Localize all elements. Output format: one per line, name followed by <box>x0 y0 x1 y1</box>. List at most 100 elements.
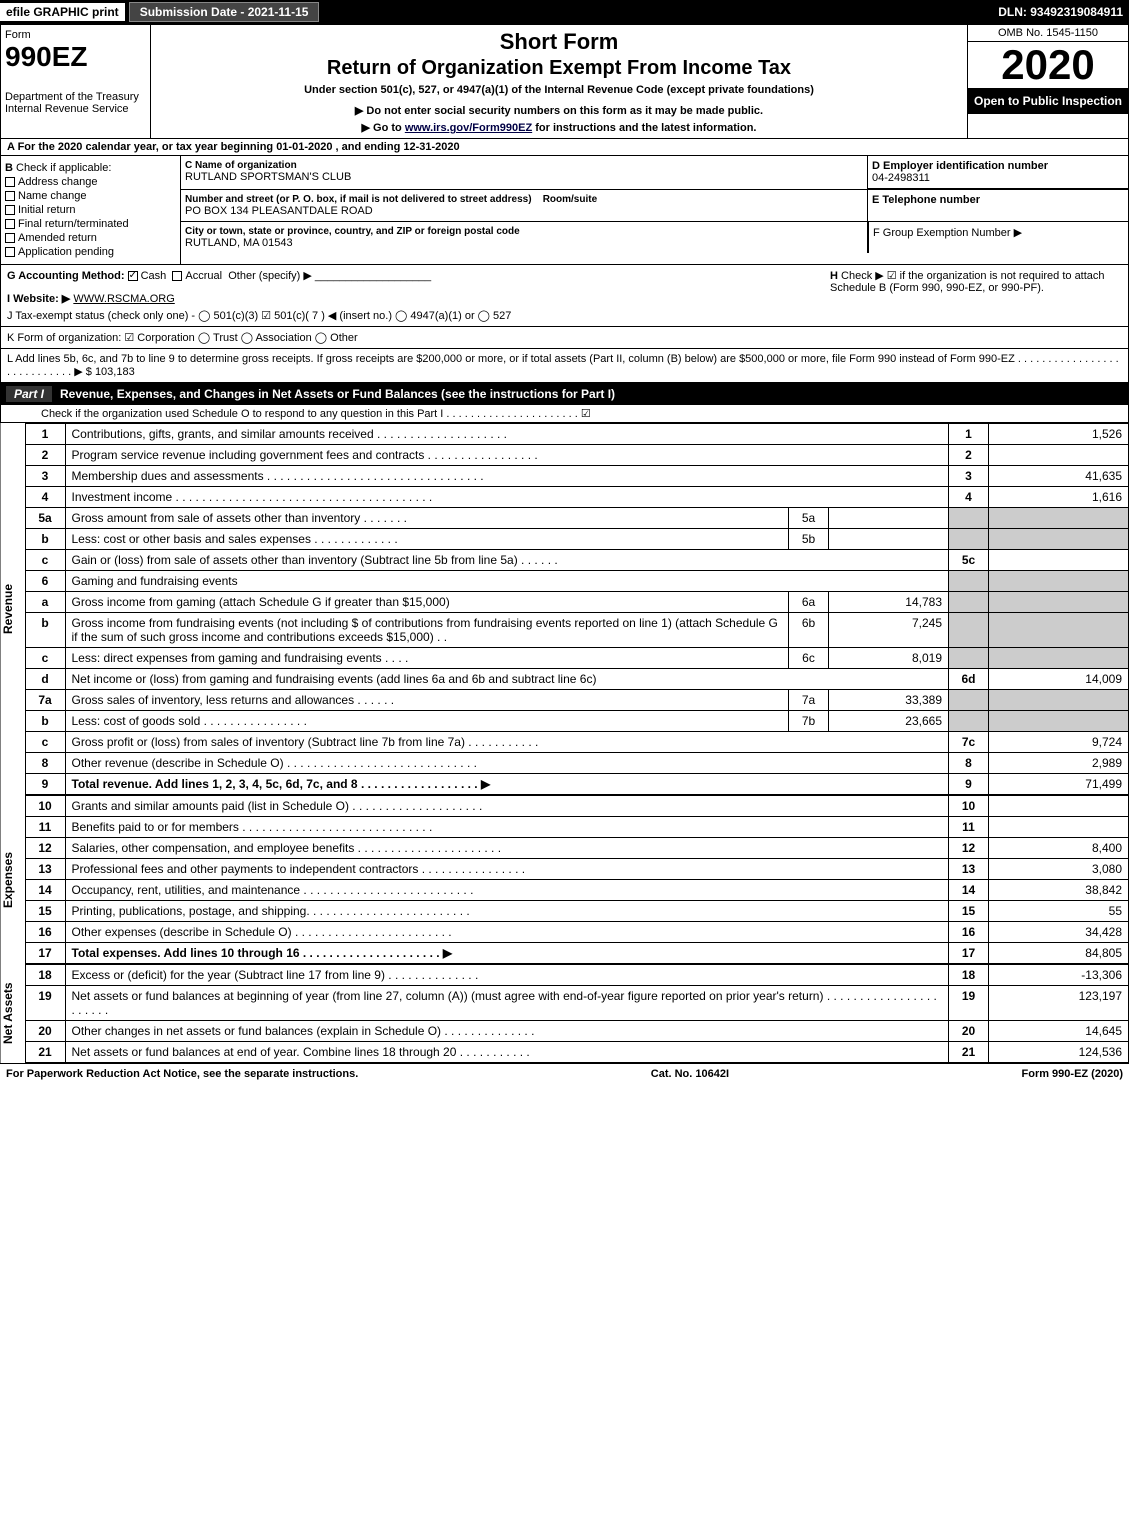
org-name: RUTLAND SPORTSMAN'S CLUB <box>185 171 863 183</box>
revenue-label: Revenue <box>1 423 25 795</box>
other-label: Other (specify) ▶ <box>228 270 312 282</box>
revenue-table: 1Contributions, gifts, grants, and simil… <box>25 423 1129 795</box>
footer: For Paperwork Reduction Act Notice, see … <box>0 1063 1129 1084</box>
line-row: 13Professional fees and other payments t… <box>25 859 1129 880</box>
line-row: 7aGross sales of inventory, less returns… <box>25 690 1129 711</box>
line-row: 18Excess or (deficit) for the year (Subt… <box>25 965 1129 986</box>
line-row: 14Occupancy, rent, utilities, and mainte… <box>25 880 1129 901</box>
city: RUTLAND, MA 01543 <box>185 237 863 249</box>
line-row: 6Gaming and fundraising events <box>25 571 1129 592</box>
section-b: B Check if applicable: Address change Na… <box>1 156 181 264</box>
form-label: Form <box>5 29 146 41</box>
netassets-label: Net Assets <box>1 964 25 1063</box>
d-label: D Employer identification number <box>872 160 1124 172</box>
section-c-city: City or town, state or province, country… <box>181 222 868 253</box>
opt-final-return[interactable]: Final return/terminated <box>5 218 176 230</box>
row-l-value: $ 103,183 <box>86 366 135 378</box>
row-l: L Add lines 5b, 6c, and 7b to line 9 to … <box>0 349 1129 383</box>
form-number: 990EZ <box>5 41 146 73</box>
line-row: aGross income from gaming (attach Schedu… <box>25 592 1129 613</box>
part1-sub: Check if the organization used Schedule … <box>0 405 1129 423</box>
accrual-label: Accrual <box>185 270 222 282</box>
section-c-street: Number and street (or P. O. box, if mail… <box>181 190 868 221</box>
part1-header: Part I Revenue, Expenses, and Changes in… <box>0 383 1129 405</box>
row-j: J Tax-exempt status (check only one) - ◯… <box>7 309 822 322</box>
street-label: Number and street (or P. O. box, if mail… <box>185 194 532 205</box>
efile-label[interactable]: efile GRAPHIC print <box>0 3 125 21</box>
room-label: Room/suite <box>543 194 597 205</box>
ssn-note: ▶ Do not enter social security numbers o… <box>155 104 963 117</box>
row-a-tax-year: A For the 2020 calendar year, or tax yea… <box>0 139 1129 156</box>
line-row: bLess: cost of goods sold . . . . . . . … <box>25 711 1129 732</box>
netassets-section: Net Assets 18Excess or (deficit) for the… <box>0 964 1129 1063</box>
cash-checkbox-icon[interactable] <box>128 271 138 281</box>
line-row: 9Total revenue. Add lines 1, 2, 3, 4, 5c… <box>25 774 1129 795</box>
website[interactable]: WWW.RSCMA.ORG <box>73 293 174 305</box>
tax-year: 2020 <box>968 42 1128 88</box>
opt-name-change[interactable]: Name change <box>5 190 176 202</box>
section-f: F Group Exemption Number ▶ <box>868 222 1128 253</box>
subtitle: Under section 501(c), 527, or 4947(a)(1)… <box>155 84 963 96</box>
row-l-text: L Add lines 5b, 6c, and 7b to line 9 to … <box>7 353 1119 378</box>
row-k: K Form of organization: ☑ Corporation ◯ … <box>0 327 1129 349</box>
h-text: Check ▶ ☑ if the organization is not req… <box>830 270 1105 294</box>
line-row: 20Other changes in net assets or fund ba… <box>25 1021 1129 1042</box>
expenses-label: Expenses <box>1 795 25 964</box>
opt-amended-return[interactable]: Amended return <box>5 232 176 244</box>
line-row: bLess: cost or other basis and sales exp… <box>25 529 1129 550</box>
line-row: 12Salaries, other compensation, and empl… <box>25 838 1129 859</box>
street: PO BOX 134 PLEASANTDALE ROAD <box>185 205 863 217</box>
header-center: Short Form Return of Organization Exempt… <box>151 25 968 138</box>
goto-pre: ▶ Go to <box>362 122 405 134</box>
line-row: 11Benefits paid to or for members . . . … <box>25 817 1129 838</box>
expenses-section: Expenses 10Grants and similar amounts pa… <box>0 795 1129 964</box>
goto-post: for instructions and the latest informat… <box>532 122 756 134</box>
line-row: 5aGross amount from sale of assets other… <box>25 508 1129 529</box>
b-check-label: Check if applicable: <box>16 162 111 174</box>
line-row: 10Grants and similar amounts paid (list … <box>25 796 1129 817</box>
section-bcdef: B Check if applicable: Address change Na… <box>0 156 1129 265</box>
department: Department of the Treasury Internal Reve… <box>5 91 146 115</box>
opt-initial-return[interactable]: Initial return <box>5 204 176 216</box>
line-row: 19Net assets or fund balances at beginni… <box>25 986 1129 1021</box>
irs-link[interactable]: www.irs.gov/Form990EZ <box>405 122 532 134</box>
submission-date: Submission Date - 2021-11-15 <box>129 2 320 22</box>
g-label: G Accounting Method: <box>7 270 125 282</box>
section-cde: C Name of organization RUTLAND SPORTSMAN… <box>181 156 1128 264</box>
footer-mid: Cat. No. 10642I <box>651 1068 729 1080</box>
ein: 04-2498311 <box>872 172 1124 184</box>
header-left: Form 990EZ Department of the Treasury In… <box>1 25 151 138</box>
title-return: Return of Organization Exempt From Incom… <box>155 57 963 80</box>
line-row: bGross income from fundraising events (n… <box>25 613 1129 648</box>
expenses-table: 10Grants and similar amounts paid (list … <box>25 795 1129 964</box>
line-row: cLess: direct expenses from gaming and f… <box>25 648 1129 669</box>
form-header: Form 990EZ Department of the Treasury In… <box>0 24 1129 139</box>
section-d: D Employer identification number 04-2498… <box>868 156 1128 189</box>
omb-number: OMB No. 1545-1150 <box>968 25 1128 42</box>
footer-left: For Paperwork Reduction Act Notice, see … <box>6 1068 358 1080</box>
e-label: E Telephone number <box>868 190 1128 210</box>
revenue-section: Revenue 1Contributions, gifts, grants, a… <box>0 423 1129 795</box>
c-name-label: C Name of organization <box>185 160 863 171</box>
goto-note: ▶ Go to www.irs.gov/Form990EZ for instru… <box>155 121 963 134</box>
line-row: cGain or (loss) from sale of assets othe… <box>25 550 1129 571</box>
public-inspection: Open to Public Inspection <box>968 88 1128 114</box>
part1-tag: Part I <box>6 386 52 402</box>
line-row: 2Program service revenue including gover… <box>25 445 1129 466</box>
line-row: cGross profit or (loss) from sales of in… <box>25 732 1129 753</box>
i-label: I Website: ▶ <box>7 293 70 305</box>
f-label: F Group Exemption Number ▶ <box>873 226 1124 239</box>
topbar: efile GRAPHIC print Submission Date - 20… <box>0 0 1129 24</box>
header-right: OMB No. 1545-1150 2020 Open to Public In… <box>968 25 1128 138</box>
line-row: 17Total expenses. Add lines 10 through 1… <box>25 943 1129 964</box>
dln: DLN: 93492319084911 <box>998 5 1129 19</box>
line-row: 4Investment income . . . . . . . . . . .… <box>25 487 1129 508</box>
line-row: 15Printing, publications, postage, and s… <box>25 901 1129 922</box>
opt-application-pending[interactable]: Application pending <box>5 246 176 258</box>
opt-address-change[interactable]: Address change <box>5 176 176 188</box>
line-row: 3Membership dues and assessments . . . .… <box>25 466 1129 487</box>
line-row: 1Contributions, gifts, grants, and simil… <box>25 424 1129 445</box>
cash-label: Cash <box>141 270 167 282</box>
part1-title: Revenue, Expenses, and Changes in Net As… <box>60 387 615 401</box>
accrual-checkbox-icon[interactable] <box>172 271 182 281</box>
